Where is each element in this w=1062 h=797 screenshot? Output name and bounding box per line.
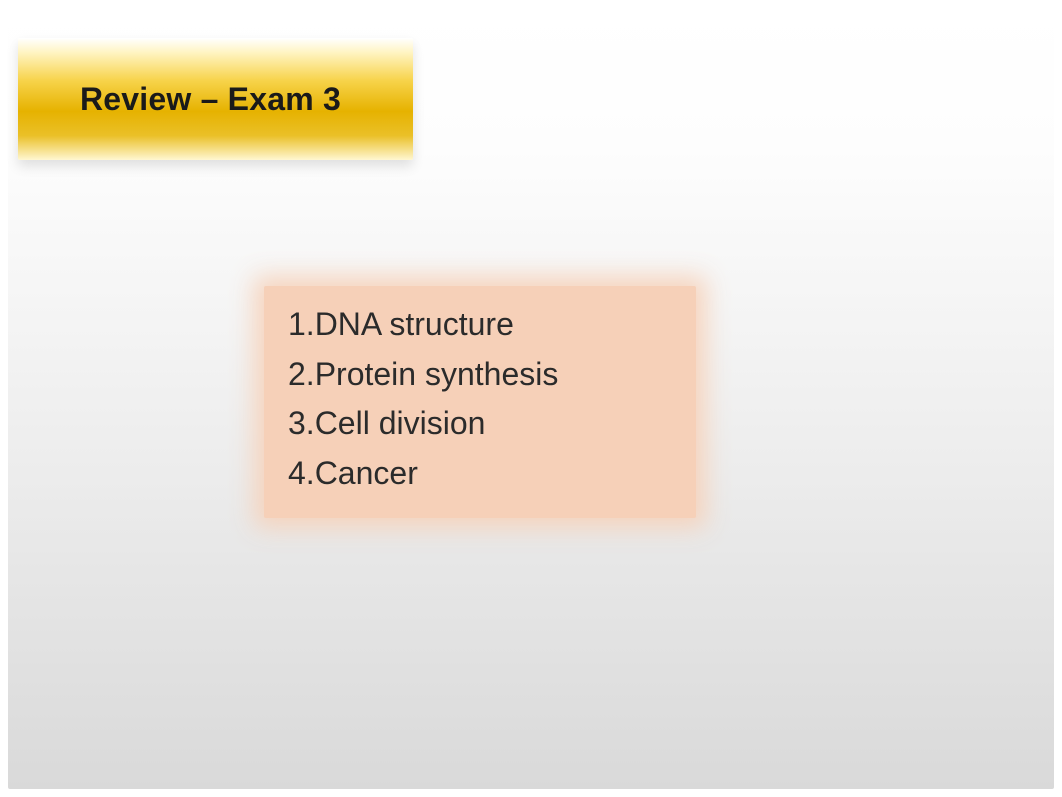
item-number: 2. (288, 356, 315, 392)
topics-list: 1.DNA structure 2.Protein synthesis 3.Ce… (288, 300, 672, 498)
title-bar: Review – Exam 3 (18, 38, 413, 160)
topics-box: 1.DNA structure 2.Protein synthesis 3.Ce… (264, 286, 696, 518)
item-number: 1. (288, 306, 315, 342)
item-number: 4. (288, 455, 315, 491)
item-label: DNA structure (315, 306, 514, 342)
slide-background: Review – Exam 3 1.DNA structure 2.Protei… (8, 8, 1054, 789)
item-label: Protein synthesis (315, 356, 559, 392)
list-item: 1.DNA structure (288, 300, 672, 350)
item-number: 3. (288, 405, 315, 441)
item-label: Cell division (315, 405, 486, 441)
item-label: Cancer (315, 455, 418, 491)
list-item: 4.Cancer (288, 449, 672, 499)
list-item: 3.Cell division (288, 399, 672, 449)
slide-title: Review – Exam 3 (80, 81, 341, 118)
list-item: 2.Protein synthesis (288, 350, 672, 400)
